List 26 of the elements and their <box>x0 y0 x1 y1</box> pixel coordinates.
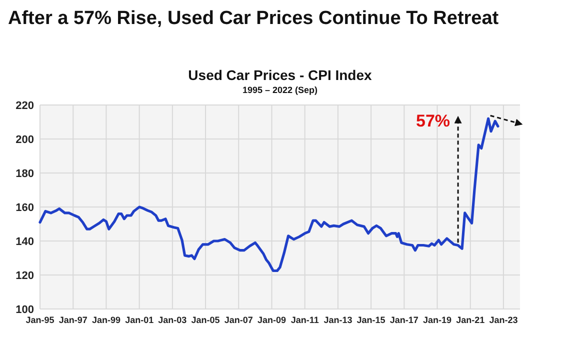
x-tick-label: Jan-97 <box>58 315 88 325</box>
x-tick-label: Jan-09 <box>257 315 286 325</box>
y-tick-label: 100 <box>16 304 34 316</box>
y-tick-label: 200 <box>16 134 34 146</box>
x-tick-label: Jan-15 <box>356 315 386 325</box>
chart-title: After a 57% Rise, Used Car Prices Continue To Retreat <box>8 8 500 29</box>
x-tick-label: Jan-21 <box>456 315 485 325</box>
y-tick-label: 180 <box>16 168 34 180</box>
x-tick-label: Jan-03 <box>158 315 187 325</box>
x-tick-label: Jan-19 <box>422 315 452 325</box>
y-tick-label: 160 <box>16 202 34 214</box>
x-tick-label: Jan-23 <box>489 315 518 325</box>
y-tick-label: 220 <box>16 100 34 112</box>
x-tick-label: Jan-17 <box>390 315 418 325</box>
x-tick-label: Jan-13 <box>324 315 352 325</box>
x-tick-label: Jan-01 <box>125 315 154 325</box>
y-tick-label: 140 <box>16 236 34 248</box>
x-tick-label: Jan-99 <box>92 315 120 325</box>
x-tick-label: Jan-07 <box>224 315 253 325</box>
chart-subtitle: Used Car Prices - CPI Index <box>188 67 372 83</box>
x-tick-label: Jan-95 <box>26 315 54 325</box>
x-tick-label: Jan-05 <box>191 315 220 325</box>
y-tick-label: 120 <box>16 270 34 282</box>
text: 1995 – 2022 (Sep) <box>242 85 318 95</box>
annotation: 57% <box>416 112 450 131</box>
x-tick-label: Jan-11 <box>290 315 319 325</box>
